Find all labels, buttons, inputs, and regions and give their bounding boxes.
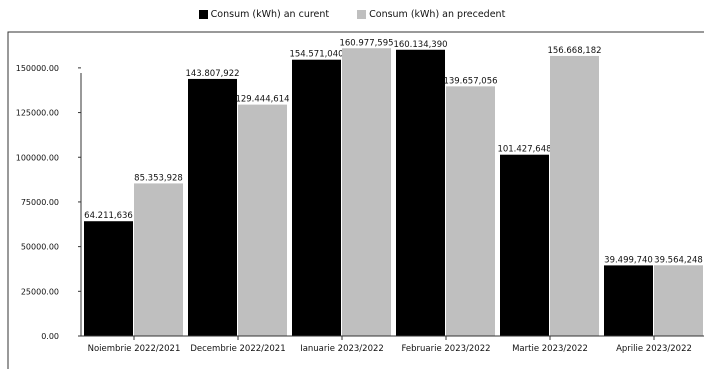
y-tick-label: 150000.00 <box>16 64 59 73</box>
legend-label-current: Consum (kWh) an curent <box>210 9 330 20</box>
legend-label-previous: Consum (kWh) an precedent <box>369 9 506 20</box>
bar-previous <box>550 55 599 336</box>
bar-previous <box>134 183 183 336</box>
bar-current <box>500 154 549 336</box>
y-tick-label: 50000.00 <box>21 243 59 252</box>
data-label: 154.571,040 <box>289 50 343 60</box>
legend-item-previous: Consum (kWh) an precedent <box>357 9 505 20</box>
bar-current <box>396 49 445 337</box>
x-tick-label: Noiembrie 2022/2021 <box>88 344 181 354</box>
bar-current <box>84 221 133 336</box>
data-label: 85.353,928 <box>134 173 183 183</box>
legend-swatch-current <box>198 10 208 19</box>
y-tick-label: 25000.00 <box>21 287 59 296</box>
bar-current <box>188 78 237 337</box>
legend-item-current: Consum (kWh) an curent <box>198 9 330 20</box>
bar-previous <box>342 48 391 336</box>
legend-swatch-previous <box>357 10 367 19</box>
bar-previous <box>238 104 287 336</box>
data-label: 129.444,614 <box>235 95 289 105</box>
data-label: 39.499,740 <box>604 255 653 265</box>
bar-current <box>292 59 341 337</box>
y-tick-label: 75000.00 <box>21 198 59 207</box>
data-label: 156.668,182 <box>547 46 601 56</box>
data-label: 143.807,922 <box>185 69 239 79</box>
x-tick-label: Decembrie 2022/2021 <box>190 344 285 354</box>
data-label: 101.427,648 <box>497 145 551 155</box>
data-label: 39.564,248 <box>654 255 703 265</box>
data-label: 139.657,056 <box>443 76 497 86</box>
x-tick-label: Martie 2023/2022 <box>512 344 588 354</box>
legend: Consum (kWh) an curent Consum (kWh) an p… <box>0 9 704 20</box>
bar-current <box>604 265 653 336</box>
bar-previous <box>446 86 495 337</box>
data-label: 160.977,595 <box>339 38 393 48</box>
y-tick-label: 100000.00 <box>16 153 59 162</box>
x-tick-label: Aprilie 2023/2022 <box>616 344 692 354</box>
x-tick-label: Februarie 2023/2022 <box>401 344 490 354</box>
data-label: 160.134,390 <box>393 40 447 50</box>
bar-previous <box>654 265 703 336</box>
y-tick-label: 0.00 <box>41 332 59 341</box>
chart-frame <box>7 31 704 369</box>
x-tick-label: Ianuarie 2023/2022 <box>300 344 384 354</box>
y-tick-label: 125000.00 <box>16 109 59 118</box>
data-label: 64.211,636 <box>84 211 133 221</box>
